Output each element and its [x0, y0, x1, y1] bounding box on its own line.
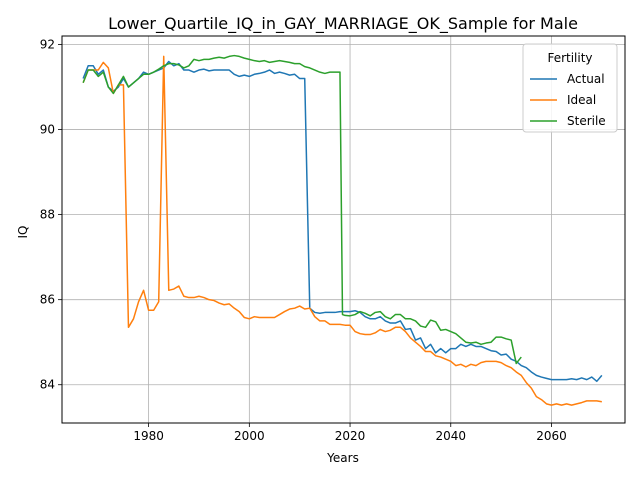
legend-box [522, 43, 618, 133]
legend-label-actual: Actual [567, 72, 605, 86]
chart-title: Lower_Quartile_IQ_in_GAY_MARRIAGE_OK_Sam… [108, 14, 578, 34]
x-axis-label: Years [326, 451, 359, 465]
x-tick-label: 2020 [335, 429, 366, 443]
x-tick-label: 1980 [133, 429, 164, 443]
y-tick-label: 92 [40, 38, 55, 52]
axis-ticks: 1980 2000 2020 2040 2060 84 86 88 90 92 [40, 38, 567, 443]
legend: Fertility Actual Ideal Sterile [522, 43, 618, 133]
y-tick-label: 88 [40, 208, 55, 222]
y-tick-label: 86 [40, 293, 55, 307]
plot-area-frame [61, 35, 626, 424]
y-tick-label: 90 [40, 123, 55, 137]
x-tick-label: 2060 [536, 429, 567, 443]
legend-items: Actual Ideal Sterile [530, 72, 606, 128]
y-axis-label: IQ [16, 226, 30, 239]
y-tick-label: 84 [40, 378, 55, 392]
series-lines [82, 54, 603, 406]
series-line-sterile [82, 54, 522, 365]
legend-title: Fertility [547, 51, 592, 65]
legend-label-sterile: Sterile [567, 114, 606, 128]
x-tick-label: 2000 [234, 429, 265, 443]
legend-label-ideal: Ideal [567, 93, 596, 107]
series-line-ideal [82, 55, 602, 406]
x-tick-label: 2040 [435, 429, 466, 443]
